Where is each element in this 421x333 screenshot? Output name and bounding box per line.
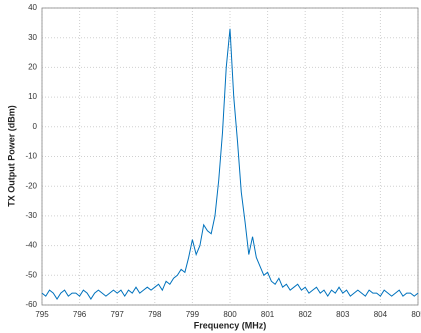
y-tick-label: 10 [28,92,37,101]
y-tick-label: -40 [25,241,37,250]
x-tick-label: 800 [223,310,237,319]
y-tick-label: 30 [28,33,37,42]
y-tick-label: -60 [25,300,37,309]
x-tick-label: 799 [186,310,200,319]
x-tick-label: 796 [73,310,87,319]
y-tick-label: 20 [28,63,37,72]
y-tick-label: -50 [25,270,37,279]
plot-frame [41,7,419,306]
x-tick-label: 798 [148,310,162,319]
x-axis-label: Frequency (MHz) [194,320,267,330]
x-tick-label: 804 [374,310,388,319]
y-tick-label: -10 [25,152,37,161]
x-tick-label: 801 [261,310,275,319]
x-tick-label: 797 [111,310,125,319]
x-tick-label: 795 [35,310,49,319]
y-tick-label: -20 [25,181,37,190]
y-tick-label: 0 [33,122,38,131]
spectrum-line [41,28,419,300]
x-tick-label: 805 [411,310,421,319]
y-tick-label: 40 [28,3,37,12]
x-tick-label: 803 [336,310,350,319]
x-tick-label: 802 [299,310,313,319]
y-axis-label: TX Output Power (dBm) [6,105,16,207]
y-tick-label: -30 [25,211,37,220]
